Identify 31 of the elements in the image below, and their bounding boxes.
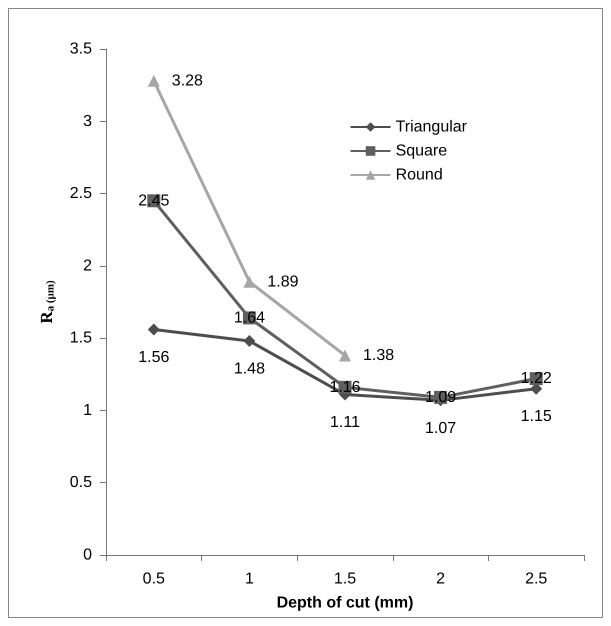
y-tick-label: 3	[83, 112, 92, 130]
data-label: 1.38	[363, 346, 394, 364]
point	[339, 349, 351, 362]
data-label: 1.56	[138, 348, 170, 366]
y-tick-label: 2.5	[70, 185, 92, 202]
legend-label: Triangular	[396, 118, 468, 136]
legend-label: Square	[396, 142, 448, 160]
x-axis-title: Depth of cut (mm)	[276, 594, 414, 612]
y-tick-label: 3.5	[70, 40, 92, 58]
y-tick-label: 0.5	[70, 474, 92, 492]
y-tick-label: 1	[83, 402, 92, 419]
data-label: 1.07	[425, 420, 456, 437]
x-tick-label: 1	[244, 570, 254, 588]
y-tick-label: 2	[83, 257, 92, 274]
data-label: 1.48	[234, 360, 266, 378]
y-axis-title: Ra (µm)	[37, 280, 56, 324]
point	[243, 335, 256, 348]
data-label: 1.15	[520, 408, 552, 426]
y-tick-label: 0	[83, 546, 92, 564]
x-tick-label: 1.5	[334, 570, 356, 588]
point	[243, 276, 256, 288]
x-tick-label: 0.5	[142, 570, 166, 588]
x-tick-label: 2	[436, 570, 446, 588]
point	[148, 74, 160, 87]
point	[148, 323, 160, 336]
x-tick-label: 2.5	[525, 570, 548, 588]
data-label: 3.28	[172, 72, 204, 90]
data-label: 1.89	[267, 273, 299, 290]
legend-label: Round	[396, 166, 443, 184]
y-tick-label: 1.5	[70, 330, 92, 347]
data-label: 1.11	[330, 414, 360, 432]
